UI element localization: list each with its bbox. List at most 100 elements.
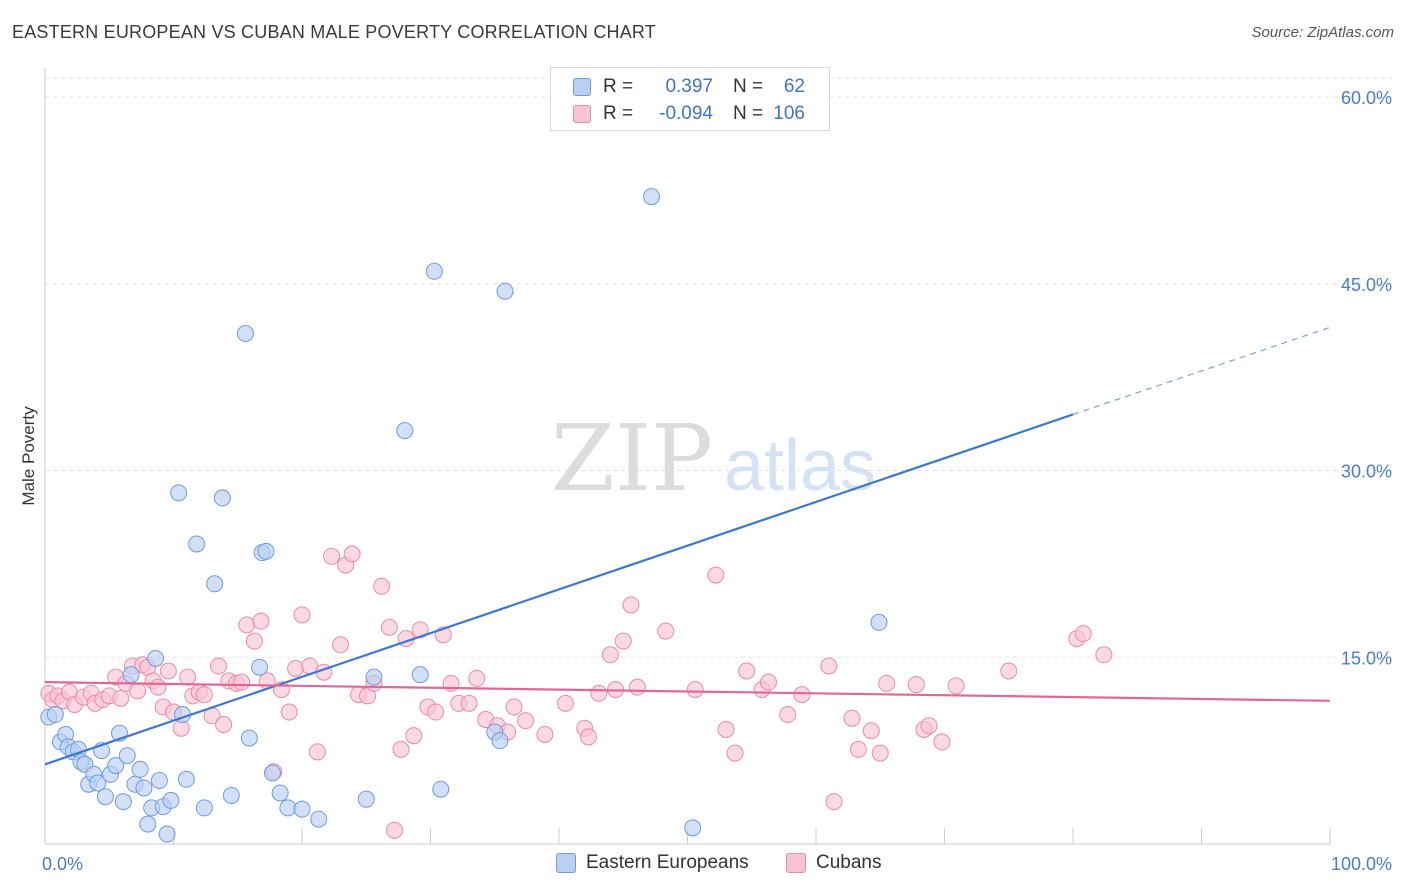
data-point-cubans <box>1074 625 1092 643</box>
legend-n-label: N = <box>733 103 764 124</box>
data-point-cubans <box>460 694 478 712</box>
data-point-eastern-europeans <box>89 774 107 792</box>
data-point-cubans <box>505 698 523 716</box>
data-point-cubans <box>1095 646 1113 664</box>
y-tick-label: 30.0% <box>1341 462 1392 482</box>
data-point-cubans <box>179 668 197 686</box>
y-tick-label: 15.0% <box>1341 648 1392 668</box>
data-point-cubans <box>517 712 535 730</box>
data-point-eastern-europeans <box>122 666 140 684</box>
data-point-eastern-europeans <box>206 575 224 593</box>
data-point-cubans <box>468 669 486 687</box>
correlation-legend: R = 0.397 N = 62 R = -0.094 N = 106 <box>550 67 830 131</box>
data-point-eastern-europeans <box>195 799 213 817</box>
legend-r-value: -0.094 <box>659 103 713 124</box>
data-point-cubans <box>793 686 811 704</box>
source-label: Source: ZipAtlas.com <box>1251 24 1394 41</box>
data-point-cubans <box>149 678 167 696</box>
trend-extension-eastern-europeans <box>1072 326 1331 416</box>
data-point-cubans <box>159 662 177 680</box>
legend-n-label: N = <box>733 76 764 97</box>
data-point-eastern-europeans <box>135 779 153 797</box>
data-point-eastern-europeans <box>158 825 176 843</box>
data-point-cubans <box>947 677 965 695</box>
data-point-cubans <box>392 740 410 758</box>
data-point-cubans <box>405 727 423 745</box>
data-point-eastern-europeans <box>147 649 165 667</box>
data-point-cubans <box>373 577 391 595</box>
legend-n-value: 106 <box>773 103 805 124</box>
legend-r-value: 0.397 <box>665 76 713 97</box>
data-point-cubans <box>209 657 227 675</box>
data-point-cubans <box>343 545 361 563</box>
data-point-cubans <box>820 657 838 675</box>
data-point-cubans <box>252 612 270 630</box>
data-point-eastern-europeans <box>114 793 132 811</box>
data-point-eastern-europeans <box>411 666 429 684</box>
data-point-cubans <box>293 606 311 624</box>
data-point-eastern-europeans <box>357 790 375 808</box>
legend-r-label: R = <box>603 103 634 124</box>
legend-row-cubans: R = -0.094 N = 106 <box>573 102 805 126</box>
data-point-cubans <box>738 662 756 680</box>
data-point-cubans <box>427 703 445 721</box>
data-point-eastern-europeans <box>365 668 383 686</box>
data-point-eastern-europeans <box>432 780 450 798</box>
data-point-cubans <box>323 547 341 565</box>
data-point-cubans <box>614 632 632 650</box>
data-point-cubans <box>726 744 744 762</box>
data-point-cubans <box>411 621 429 639</box>
data-point-eastern-europeans <box>684 819 702 837</box>
data-point-eastern-europeans <box>188 535 206 553</box>
trend-lines <box>44 326 1331 766</box>
data-point-eastern-europeans <box>118 747 136 765</box>
legend-n-value: 62 <box>783 76 805 97</box>
y-tick-label: 60.0% <box>1341 88 1392 108</box>
data-point-eastern-europeans <box>496 282 514 300</box>
data-point-eastern-europeans <box>257 542 275 560</box>
data-point-cubans <box>628 678 646 696</box>
legend-swatch-pink <box>573 105 591 123</box>
series-eastern-europeans <box>40 188 888 843</box>
data-point-cubans <box>849 740 867 758</box>
data-point-cubans <box>622 596 640 614</box>
data-point-cubans <box>933 733 951 751</box>
chart-title: EASTERN EUROPEAN VS CUBAN MALE POVERTY C… <box>12 22 657 42</box>
data-point-cubans <box>717 720 735 738</box>
bottom-legend-cubans: Cubans <box>786 852 882 874</box>
data-point-eastern-europeans <box>263 764 281 782</box>
data-point-cubans <box>707 566 725 584</box>
data-point-eastern-europeans <box>310 810 328 828</box>
data-point-eastern-europeans <box>96 788 114 806</box>
data-point-cubans <box>195 686 213 704</box>
data-point-cubans <box>825 793 843 811</box>
data-point-eastern-europeans <box>425 262 443 280</box>
data-point-cubans <box>129 682 147 700</box>
data-point-eastern-europeans <box>139 815 157 833</box>
data-point-cubans <box>759 673 777 691</box>
data-point-cubans <box>871 744 889 762</box>
data-point-cubans <box>215 715 233 733</box>
data-point-cubans <box>386 821 404 839</box>
data-point-eastern-europeans <box>643 188 661 206</box>
data-point-cubans <box>878 674 896 692</box>
legend-swatch-pink <box>786 853 806 873</box>
data-point-cubans <box>380 618 398 636</box>
data-point-cubans <box>556 694 574 712</box>
legend-swatch-blue <box>573 78 591 96</box>
x-tick-label-max: 100.0% <box>1331 854 1392 874</box>
tick-labels: 15.0% 30.0% 45.0% 60.0% 0.0% 100.0% <box>42 88 1392 874</box>
data-point-cubans <box>287 659 305 677</box>
legend-label: Eastern Europeans <box>586 852 749 873</box>
data-point-cubans <box>686 681 704 699</box>
data-point-cubans <box>536 725 554 743</box>
watermark: ZIP atlas <box>551 405 876 512</box>
y-axis-label: Male Poverty <box>19 406 38 506</box>
data-point-cubans <box>233 673 251 691</box>
trend-line-cubans <box>44 681 1331 702</box>
data-point-cubans <box>920 717 938 735</box>
data-point-eastern-europeans <box>46 706 64 724</box>
data-point-cubans <box>245 632 263 650</box>
data-point-eastern-europeans <box>293 800 311 818</box>
bottom-legend-eastern-europeans: Eastern Europeans <box>556 852 749 874</box>
